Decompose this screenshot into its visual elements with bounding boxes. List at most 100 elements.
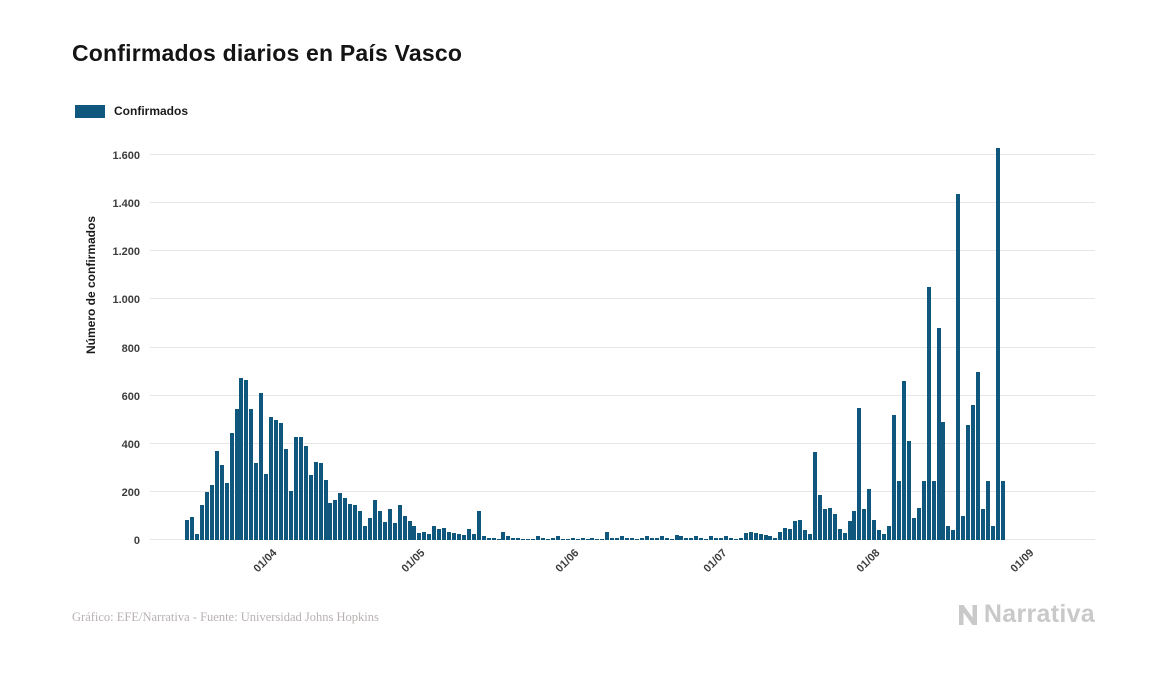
gridline bbox=[150, 154, 1095, 155]
bar bbox=[511, 537, 516, 540]
bar bbox=[565, 538, 570, 540]
bar bbox=[199, 505, 204, 540]
bar bbox=[575, 538, 580, 540]
legend-item-confirmados[interactable]: Confirmados bbox=[75, 104, 188, 118]
bar bbox=[437, 529, 442, 540]
bar bbox=[481, 536, 486, 540]
bar bbox=[318, 463, 323, 540]
bar bbox=[185, 519, 190, 540]
bar bbox=[961, 515, 966, 540]
bar bbox=[664, 537, 669, 540]
bar bbox=[585, 538, 590, 540]
bar bbox=[358, 511, 363, 540]
bar bbox=[353, 505, 358, 540]
y-tick-label: 200 bbox=[121, 486, 140, 499]
legend-label: Confirmados bbox=[114, 104, 189, 118]
y-tick-label: 0 bbox=[133, 535, 140, 547]
bar bbox=[733, 538, 738, 540]
bar bbox=[308, 475, 313, 540]
bar bbox=[684, 537, 689, 540]
bar bbox=[822, 508, 827, 540]
bar bbox=[491, 537, 496, 540]
bar bbox=[293, 436, 298, 540]
bar bbox=[758, 533, 763, 540]
bar bbox=[303, 446, 308, 540]
bar bbox=[570, 537, 575, 540]
bar bbox=[941, 422, 946, 540]
y-tick-label: 1.200 bbox=[112, 246, 140, 259]
bar bbox=[862, 508, 867, 540]
bar bbox=[709, 536, 714, 540]
bar bbox=[778, 531, 783, 540]
gridline bbox=[150, 394, 1095, 396]
bar bbox=[486, 537, 491, 540]
bar bbox=[981, 508, 986, 540]
bar bbox=[704, 538, 709, 540]
bar bbox=[966, 424, 971, 540]
bar bbox=[743, 532, 748, 540]
x-tick-label: 01/04 bbox=[251, 547, 280, 575]
bar bbox=[288, 490, 293, 540]
bar bbox=[283, 448, 288, 540]
bar bbox=[382, 521, 387, 540]
bar bbox=[723, 536, 728, 540]
bar bbox=[719, 537, 723, 540]
bar bbox=[887, 525, 892, 540]
gridline bbox=[150, 490, 1095, 492]
bar bbox=[911, 518, 916, 540]
bar bbox=[669, 538, 674, 540]
bar bbox=[877, 530, 882, 540]
bar bbox=[531, 538, 536, 540]
bar bbox=[857, 407, 862, 540]
bar bbox=[269, 417, 274, 540]
bar bbox=[892, 414, 897, 540]
bars-layer bbox=[150, 140, 1030, 540]
bar bbox=[694, 536, 699, 540]
bar bbox=[506, 536, 511, 540]
bar bbox=[471, 533, 476, 540]
gridline bbox=[150, 442, 1095, 444]
bar bbox=[254, 463, 259, 540]
bar bbox=[788, 529, 793, 540]
bar bbox=[387, 508, 392, 540]
bar bbox=[279, 423, 283, 540]
bar bbox=[926, 287, 931, 540]
bar bbox=[896, 481, 901, 540]
bar bbox=[521, 538, 526, 540]
brand-name: Narrativa bbox=[983, 600, 1095, 628]
bar bbox=[328, 502, 333, 540]
bar bbox=[580, 537, 585, 540]
bar bbox=[906, 441, 911, 540]
bar bbox=[812, 452, 817, 540]
bar bbox=[348, 503, 353, 540]
bar bbox=[377, 511, 382, 540]
bar bbox=[921, 481, 926, 540]
bar bbox=[442, 527, 447, 540]
bar bbox=[842, 532, 847, 540]
bar bbox=[536, 536, 541, 540]
bar bbox=[625, 537, 630, 540]
bar bbox=[634, 538, 639, 540]
bar bbox=[313, 461, 318, 540]
bar bbox=[852, 511, 857, 540]
bar bbox=[674, 535, 679, 540]
narrativa-brand: Narrativa bbox=[956, 600, 1095, 629]
bar bbox=[397, 505, 402, 540]
bar bbox=[363, 525, 368, 540]
x-tick-label: 01/08 bbox=[854, 547, 883, 575]
bar bbox=[417, 532, 422, 540]
y-tick-label: 1.600 bbox=[112, 150, 140, 162]
bar bbox=[620, 536, 625, 540]
bar bbox=[654, 537, 659, 540]
bar bbox=[728, 537, 733, 540]
bar bbox=[219, 465, 224, 540]
bar bbox=[526, 538, 531, 540]
gridline bbox=[150, 202, 1095, 204]
bar bbox=[338, 493, 343, 540]
x-tick-label: 01/09 bbox=[1008, 547, 1037, 575]
bar bbox=[867, 489, 872, 540]
bar bbox=[432, 525, 437, 540]
bar bbox=[951, 530, 956, 540]
bar bbox=[995, 147, 1000, 540]
